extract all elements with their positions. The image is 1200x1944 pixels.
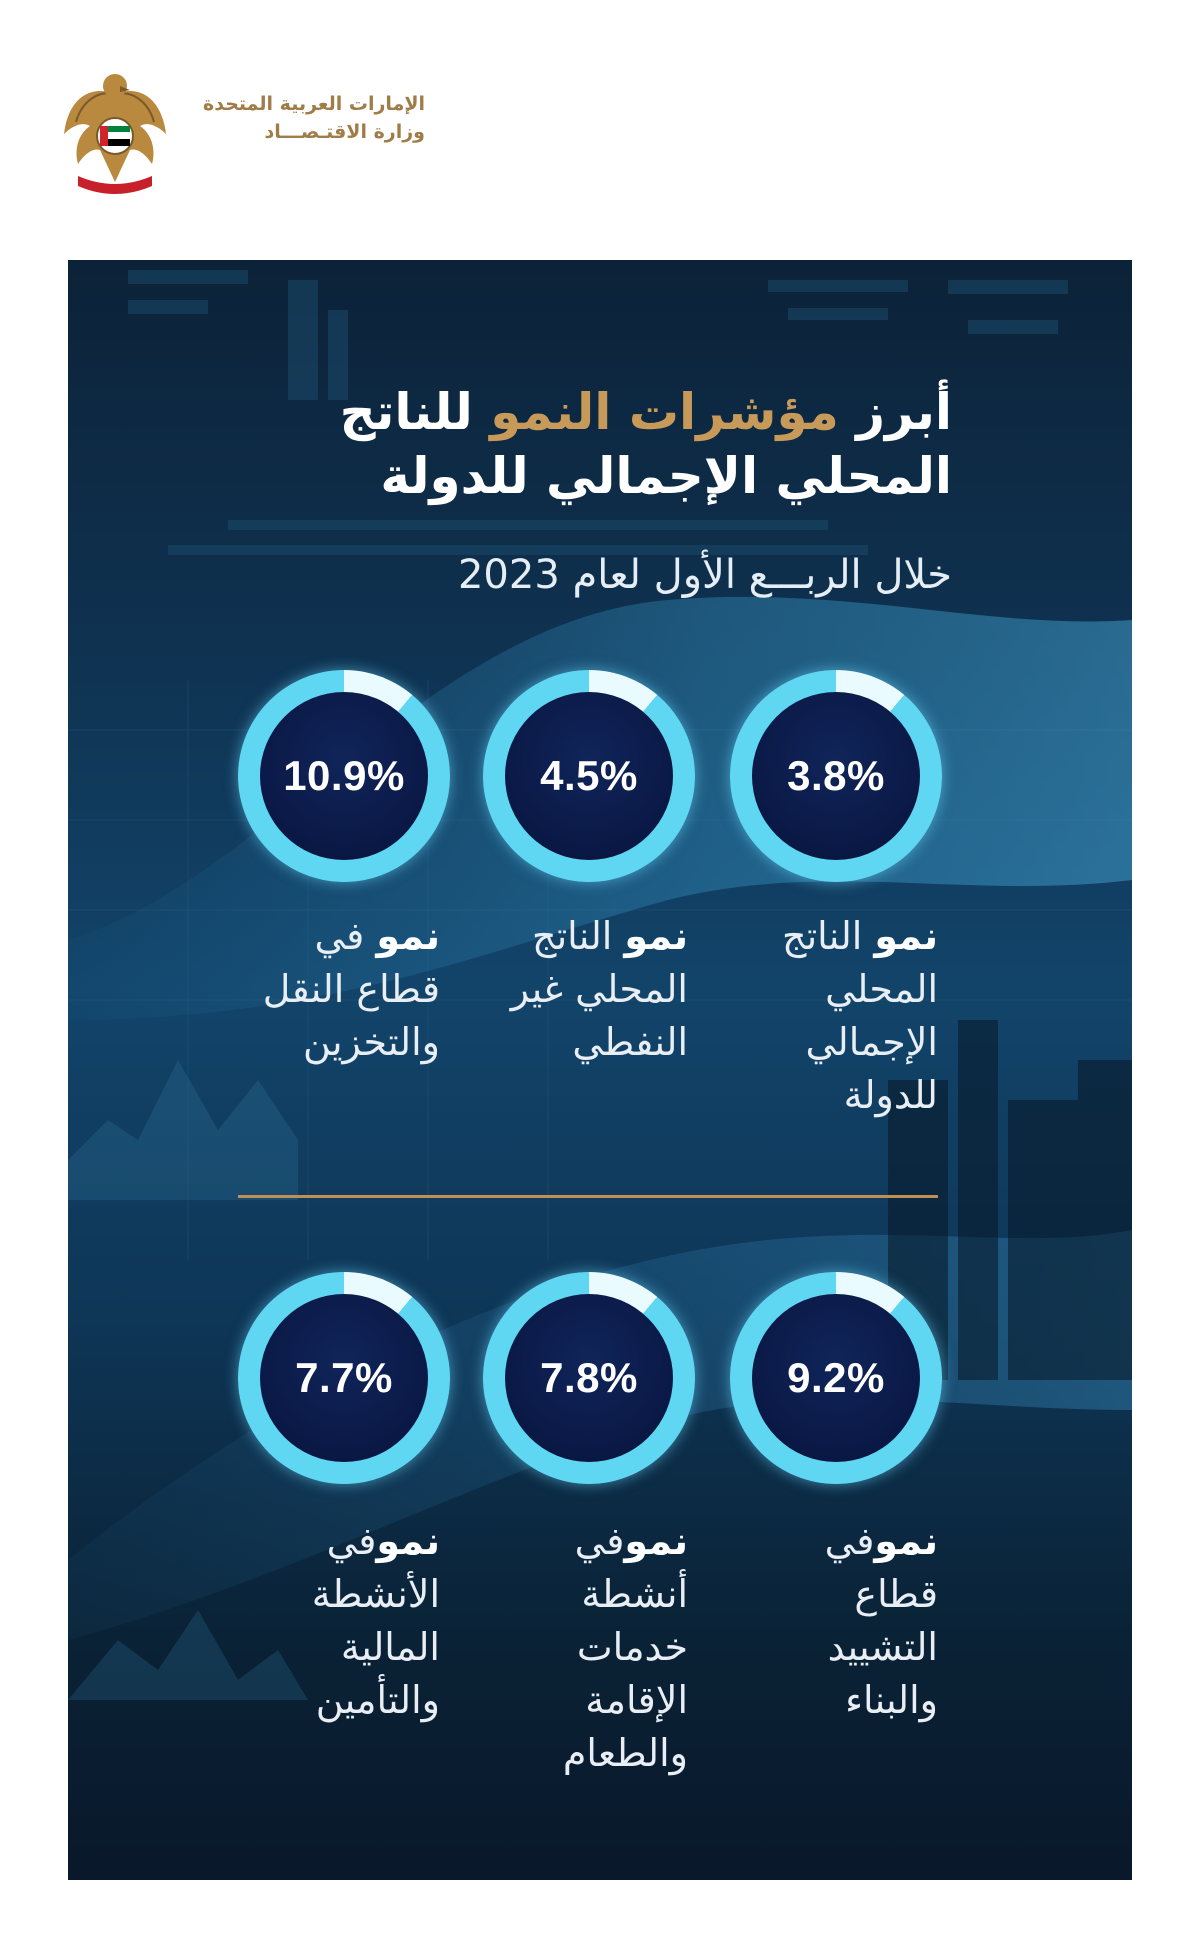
label-text: في قطاع النقل والتخزين bbox=[262, 914, 440, 1064]
label-text: الناتج المحلي الإجمالي للدولة bbox=[782, 914, 938, 1117]
label-text: في أنشطة خدمات الإقامة والطعام bbox=[562, 1519, 688, 1775]
uae-falcon-emblem-icon bbox=[60, 64, 170, 194]
label-bold: نمو bbox=[874, 914, 938, 958]
org-ministry: وزارة الاقتـصـــاد bbox=[264, 121, 425, 143]
label-text: في قطاع التشييد والبناء bbox=[824, 1519, 938, 1722]
ring-value: 10.9% bbox=[283, 752, 405, 799]
label-non-oil-gdp: نمو الناتج المحلي غير النفطي bbox=[488, 910, 688, 1069]
header: الإمارات العربية المتحدة وزارة الاقتـصــ… bbox=[60, 64, 460, 194]
infographic-panel: أبرز مؤشرات النمو للناتج المحلي الإجمالي… bbox=[68, 260, 1132, 1880]
ring-value: 7.8% bbox=[540, 1354, 638, 1401]
org-country: الإمارات العربية المتحدة bbox=[203, 93, 425, 115]
title-suffix: للناتج bbox=[339, 383, 491, 441]
infographic-subtitle: خلال الربـــع الأول لعام 2023 bbox=[457, 552, 952, 598]
organization-name: الإمارات العربية المتحدة وزارة الاقتـصــ… bbox=[180, 90, 425, 146]
ring-finance-insurance: 7.7% bbox=[238, 1272, 450, 1484]
label-text: الناتج المحلي غير النفطي bbox=[510, 914, 688, 1064]
label-transport-storage: نمو في قطاع النقل والتخزين bbox=[240, 910, 440, 1069]
ring-gdp-growth: 3.8% bbox=[730, 670, 942, 882]
ring-value: 3.8% bbox=[787, 752, 885, 799]
label-accommodation-food: نموفي أنشطة خدمات الإقامة والطعام bbox=[488, 1515, 688, 1780]
section-divider bbox=[238, 1195, 938, 1198]
title-prefix: أبرز bbox=[838, 383, 952, 441]
label-finance-insurance: نموفي الأنشطة المالية والتأمين bbox=[240, 1515, 440, 1727]
ring-non-oil-gdp: 4.5% bbox=[483, 670, 695, 882]
ring-transport-storage: 10.9% bbox=[238, 670, 450, 882]
label-bold: نمو bbox=[874, 1519, 938, 1563]
label-bold: نمو bbox=[624, 914, 688, 958]
label-bold: نمو bbox=[376, 914, 440, 958]
ring-accommodation-food: 7.8% bbox=[483, 1272, 695, 1484]
ring-construction: 9.2% bbox=[730, 1272, 942, 1484]
infographic-title: أبرز مؤشرات النمو للناتج المحلي الإجمالي… bbox=[232, 380, 952, 508]
label-construction: نموفي قطاع التشييد والبناء bbox=[738, 1515, 938, 1727]
ring-value: 9.2% bbox=[787, 1354, 885, 1401]
label-bold: نمو bbox=[624, 1519, 688, 1563]
ring-value: 4.5% bbox=[540, 752, 638, 799]
ring-value: 7.7% bbox=[295, 1354, 393, 1401]
title-highlight: مؤشرات النمو bbox=[490, 383, 839, 441]
label-text: في الأنشطة المالية والتأمين bbox=[311, 1519, 440, 1722]
label-gdp-growth: نمو الناتج المحلي الإجمالي للدولة bbox=[738, 910, 938, 1122]
label-bold: نمو bbox=[376, 1519, 440, 1563]
title-line-2: المحلي الإجمالي للدولة bbox=[380, 447, 952, 505]
